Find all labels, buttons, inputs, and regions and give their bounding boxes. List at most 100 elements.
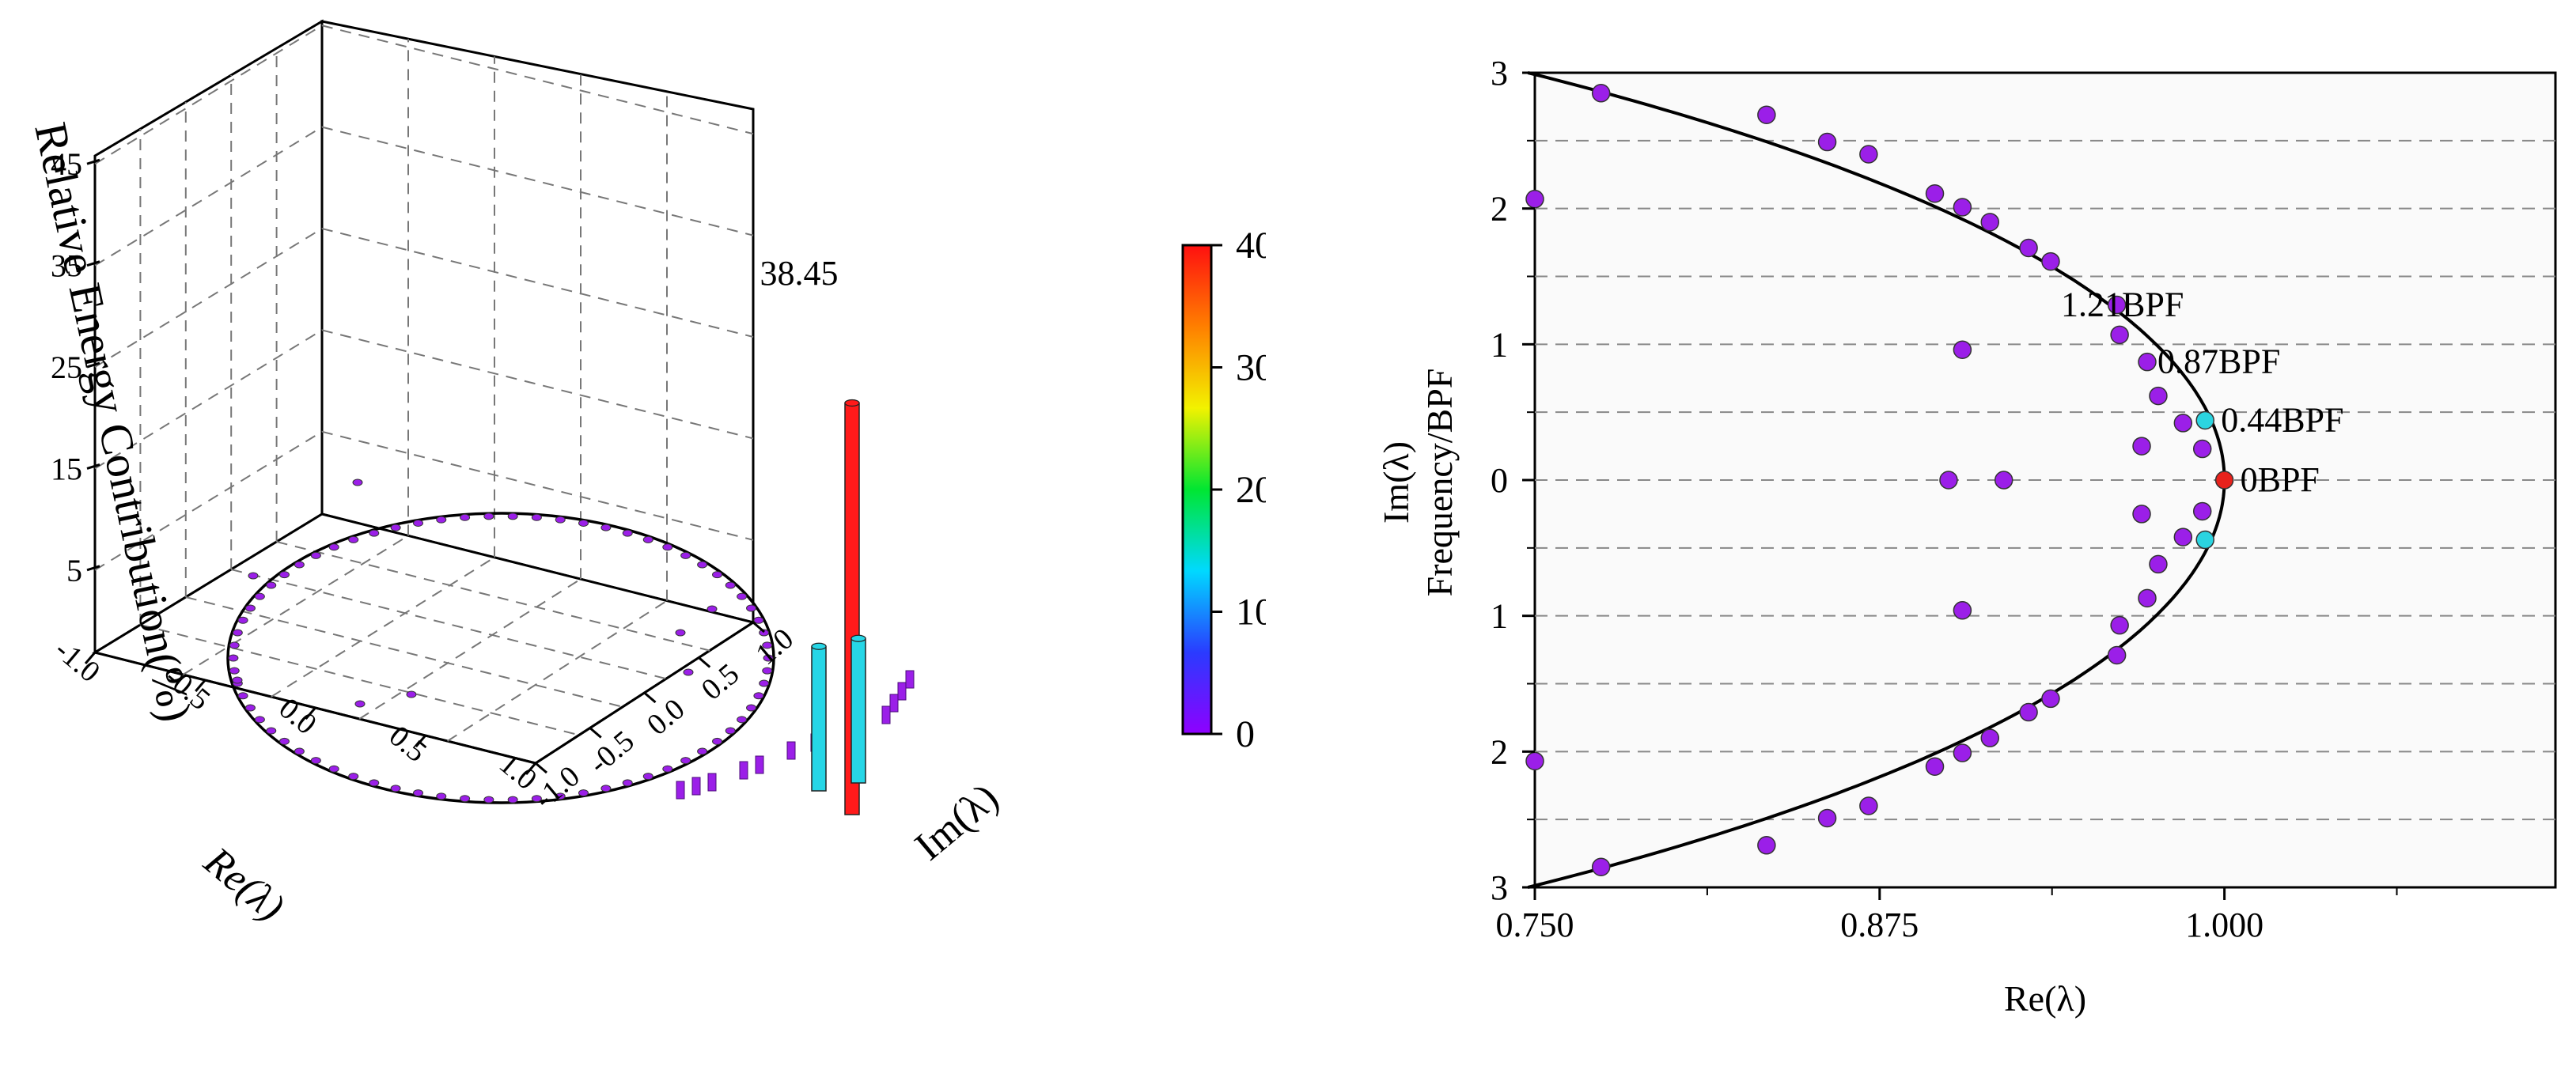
floor-point: [642, 535, 653, 543]
floor-point: [237, 616, 248, 624]
floor-point: [328, 543, 339, 551]
floor-point: [737, 716, 748, 724]
annotation-label: 1.21BPF: [2061, 286, 2184, 324]
tick-mark: [86, 158, 100, 165]
x-axis-label: Re(λ): [2004, 978, 2086, 1019]
floor-point: [737, 592, 748, 600]
scatter-point: [1925, 184, 1945, 203]
scatter-point: [1859, 796, 1878, 815]
floor-point: [697, 561, 708, 569]
annotations: 1.21BPF 0.87BPF 0.44BPF 0BPF: [2061, 286, 2344, 499]
floor-point: [348, 773, 359, 781]
floor-point: [680, 757, 691, 765]
scatter-point: [1817, 132, 1837, 152]
bar-top: [811, 642, 827, 650]
y-tick-label: 0.0: [641, 692, 691, 742]
scatter-point: [2110, 325, 2129, 345]
scatter-point: [2019, 238, 2038, 258]
floor-point: [229, 667, 240, 675]
floor-point: [348, 535, 359, 543]
tick-mark: [535, 762, 547, 774]
y-axis-label-line1: Im(λ): [1376, 441, 1416, 524]
y-axis-label: Im(λ): [907, 775, 1007, 869]
z-tick-label: 5: [66, 553, 82, 588]
small-bar: [755, 755, 764, 774]
floor-point: [600, 785, 612, 792]
floor-point: [600, 524, 612, 531]
colorbar-tick-label: 30: [1236, 347, 1266, 389]
floor-points: [228, 478, 915, 804]
floor-point: [712, 737, 723, 745]
z-axis-ticks: 5 15 25 35 45: [51, 146, 100, 588]
scatter-point: [2019, 702, 2038, 722]
colorbar: [1181, 244, 1213, 736]
scatter-point: [1953, 743, 1972, 762]
scatter-point: [1757, 105, 1776, 124]
floor-point: [244, 704, 256, 712]
colorbar-ticks: 0 10 20 30 40: [1211, 225, 1266, 755]
floor-point: [413, 519, 424, 527]
horizontal-grid: [1535, 139, 2555, 821]
floor-point: [675, 629, 686, 637]
bars: [811, 399, 866, 815]
x-axis-ticks: 0.750 0.875 1.000: [1496, 887, 2398, 944]
floor-point: [254, 592, 265, 600]
scatter-point: [1525, 751, 1544, 771]
scatter-point: [1980, 728, 2000, 747]
scatter-point: [2138, 352, 2157, 372]
floor-point: [266, 727, 277, 735]
floor-point: [483, 796, 494, 804]
floor-point: [578, 789, 589, 797]
scatter-point: [2138, 588, 2157, 608]
floor-point: [310, 551, 321, 559]
scatter-point: [2107, 645, 2127, 665]
z-tick-label: 35: [51, 248, 82, 284]
scatter-point: [1953, 601, 1972, 620]
y-axis-label-line2: Frequency/BPF: [1419, 369, 1460, 597]
z-tick-label: 45: [51, 146, 82, 182]
grid-line: [182, 535, 409, 675]
scatter-point: [1591, 857, 1611, 876]
scatter-point: [2195, 410, 2214, 430]
floor-point: [406, 690, 417, 698]
floor-point: [555, 516, 566, 524]
scatter-point: [2132, 437, 2151, 456]
small-bar: [691, 777, 701, 796]
peak-value-label: 38.45: [760, 254, 839, 293]
grid-line: [358, 578, 581, 720]
bar: [850, 637, 866, 784]
floor-point: [762, 641, 773, 649]
small-bar: [676, 781, 685, 800]
scatter-point: [1925, 757, 1945, 776]
floor-point: [697, 747, 708, 755]
floor-point: [662, 765, 673, 773]
scatter-point: [1953, 198, 1972, 217]
annotation-label: 0.44BPF: [2221, 400, 2343, 439]
scatter-point: [2195, 530, 2214, 550]
scatter-point: [1817, 808, 1837, 828]
floor-point: [763, 654, 774, 662]
scatter-point: [2173, 528, 2193, 546]
floor-point: [390, 524, 401, 531]
tick-mark: [86, 361, 100, 369]
small-bar: [881, 705, 891, 724]
floor-point: [622, 529, 633, 537]
x-tick-label: 0.875: [1840, 906, 1919, 944]
z-tick-label: 25: [51, 350, 82, 385]
annotation-label: 0.87BPF: [2157, 342, 2280, 381]
colorbar-tick-label: 40: [1236, 225, 1266, 267]
scatter-point: [2041, 689, 2060, 709]
colorbar-tick-label: 20: [1236, 469, 1266, 511]
floor-point: [352, 478, 363, 486]
floor-point: [725, 581, 736, 589]
tick-mark: [86, 565, 100, 572]
bar-top: [844, 399, 860, 407]
floor-point: [254, 716, 265, 724]
floor-point: [753, 692, 764, 700]
floor-point: [294, 747, 305, 755]
small-bar: [889, 694, 899, 713]
floor-point: [555, 792, 566, 800]
grid-lines-3d: [94, 25, 754, 742]
floor-point: [531, 513, 542, 521]
grid-line: [94, 329, 754, 470]
